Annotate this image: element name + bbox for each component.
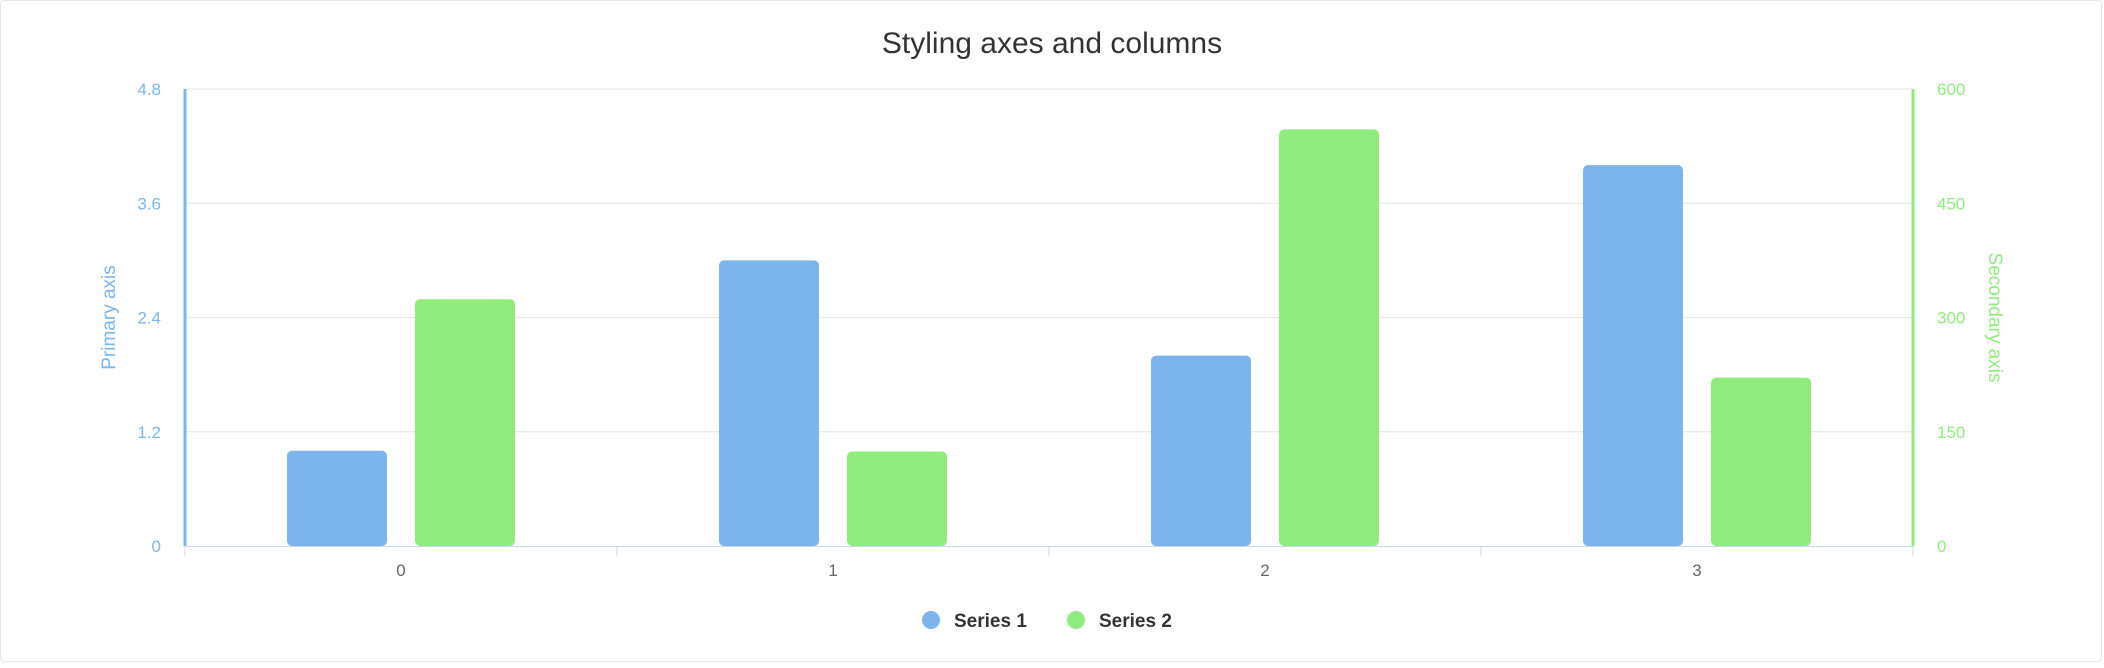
bar-series-1[interactable] [287,450,387,546]
legend: Series 1 Series 2 [922,611,1172,632]
legend-marker[interactable] [922,611,940,629]
secondary-tick-label: 600 [1937,80,1965,99]
bar-series-2[interactable] [847,451,947,546]
secondary-tick-label: 450 [1937,194,1965,213]
x-tick-label: 3 [1692,561,1701,580]
chart-title: Styling axes and columns [882,27,1222,60]
bar-series-2[interactable] [1279,129,1379,546]
bar-series-2[interactable] [1711,377,1811,546]
legend-item-label[interactable]: Series 1 [954,611,1027,632]
secondary-tick-label: 0 [1937,537,1946,556]
axes: 0 0 1.2 150 2.4 300 3.6 450 4.8 600 0 1 2 3 [137,80,1965,580]
primary-tick-label: 4.8 [137,80,161,99]
bar-series-1[interactable] [719,260,819,546]
bars [287,129,1811,546]
x-tick-label: 1 [828,561,837,580]
x-tick-label: 0 [396,561,405,580]
secondary-axis-title: Secondary axis [1984,253,2005,383]
primary-tick-label: 3.6 [137,194,161,213]
bar-series-2[interactable] [415,299,515,546]
primary-tick-label: 2.4 [137,309,161,328]
secondary-tick-label: 150 [1937,423,1965,442]
primary-tick-label: 0 [152,537,161,556]
primary-axis-title: Primary axis [99,265,120,370]
secondary-tick-label: 300 [1937,309,1965,328]
x-tick-label: 2 [1260,561,1269,580]
primary-tick-label: 1.2 [137,423,161,442]
bar-series-1[interactable] [1583,165,1683,546]
legend-item-label[interactable]: Series 2 [1099,611,1172,632]
bar-series-1[interactable] [1151,355,1251,546]
legend-marker[interactable] [1067,611,1085,629]
